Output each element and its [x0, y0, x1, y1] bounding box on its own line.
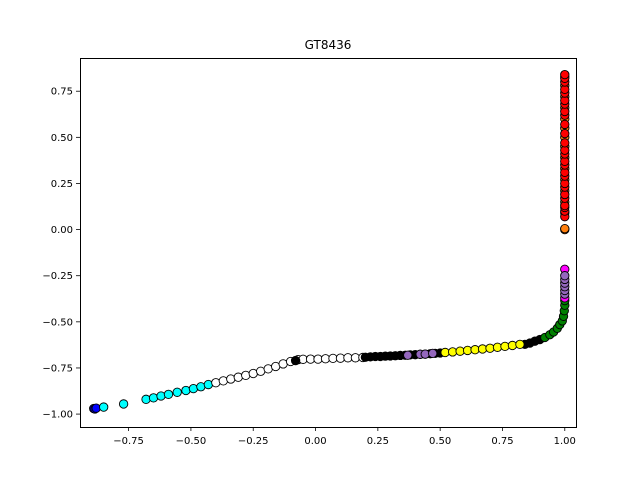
- data-point: [218, 376, 228, 386]
- x-tick-label: −0.25: [238, 436, 269, 447]
- data-point: [560, 224, 570, 234]
- plot-frame: [80, 58, 577, 428]
- axis-ticks: −0.75 −0.50 −0.25 0.00 0.25 0.50 0.75 1.00 −1.00…: [42, 87, 576, 447]
- data-point: [211, 378, 221, 388]
- data-point: [241, 370, 251, 380]
- x-tick-label: 0.75: [491, 436, 513, 447]
- y-tick-label: 0.25: [51, 179, 73, 190]
- data-point: [148, 393, 159, 403]
- data-point: [91, 403, 101, 413]
- data-point: [181, 385, 191, 396]
- data-point: [188, 383, 199, 394]
- data-point: [290, 355, 301, 366]
- data-point: [560, 271, 570, 281]
- y-tick-label: 0.00: [51, 225, 73, 236]
- x-tick-label: 1.00: [554, 436, 576, 447]
- data-point: [560, 138, 570, 148]
- data-point: [156, 391, 166, 401]
- data-point: [560, 119, 570, 130]
- data-point: [163, 389, 174, 399]
- y-tick-label: −0.75: [42, 363, 73, 374]
- y-tick-label: −1.00: [42, 410, 73, 421]
- data-point: [233, 372, 243, 382]
- x-tick-label: −0.50: [176, 436, 207, 447]
- data-point: [560, 128, 570, 139]
- data-point: [141, 394, 151, 404]
- points-layer: [89, 69, 570, 414]
- data-point: [203, 379, 214, 390]
- y-tick-label: 0.75: [51, 87, 73, 98]
- data-point: [172, 387, 182, 397]
- data-point: [515, 339, 525, 349]
- y-tick-label: −0.25: [42, 271, 73, 282]
- data-point: [226, 374, 236, 384]
- data-point: [428, 348, 438, 359]
- x-tick-label: 0.00: [304, 436, 326, 447]
- data-point: [99, 402, 109, 412]
- x-tick-label: −0.75: [113, 436, 144, 447]
- chart-title: GT8436: [305, 38, 352, 52]
- x-tick-label: 0.25: [367, 436, 389, 447]
- data-point: [403, 350, 413, 360]
- data-point: [118, 399, 129, 409]
- y-tick-label: −0.50: [42, 317, 73, 328]
- data-point: [560, 69, 570, 80]
- data-point: [507, 340, 518, 351]
- x-tick-label: 0.50: [429, 436, 451, 447]
- y-tick-label: 0.50: [51, 133, 73, 144]
